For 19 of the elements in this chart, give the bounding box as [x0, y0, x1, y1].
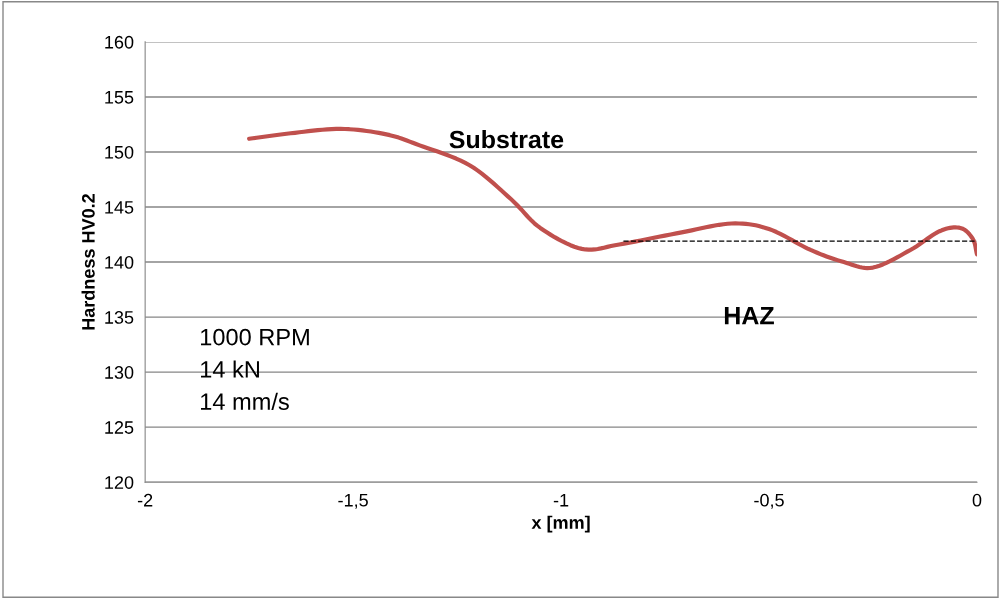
- x-tick-label: -1,5: [338, 493, 368, 509]
- y-tick-label: 140: [105, 256, 134, 269]
- x-tick-label: 0: [972, 493, 982, 507]
- x-tick-label: -2: [137, 493, 153, 507]
- annotation: Substrate: [449, 129, 564, 149]
- y-tick-label: 125: [105, 421, 134, 434]
- x-tick-label: -0,5: [754, 493, 784, 509]
- y-tick-label: 130: [105, 366, 134, 379]
- y-tick-label: 160: [105, 35, 134, 49]
- x-axis-title: x [mm]: [531, 515, 590, 533]
- annotation: HAZ: [724, 307, 774, 325]
- y-tick-label: 155: [105, 91, 134, 104]
- y-tick-label: 120: [105, 476, 134, 489]
- y-tick-label: 150: [105, 145, 134, 159]
- y-tick-label: 135: [105, 311, 134, 324]
- y-axis-title: Hardness HV0.2: [81, 194, 95, 330]
- x-tick-label: -1: [553, 493, 569, 507]
- annotation: 1000 RPM 14 kN 14 mm/s: [201, 328, 309, 410]
- y-tick-label: 145: [105, 201, 134, 214]
